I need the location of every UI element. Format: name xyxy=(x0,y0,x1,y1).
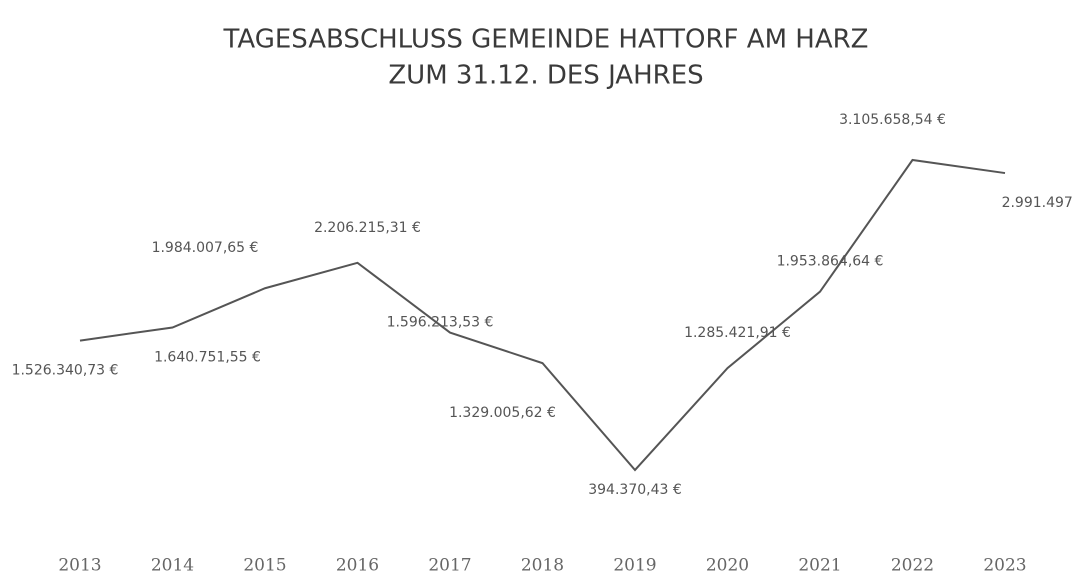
data-label: 1.285.421,91 € xyxy=(684,325,791,341)
data-label: 2.206.215,31 € xyxy=(314,220,421,236)
data-label: 3.105.658,54 € xyxy=(839,112,946,128)
data-label: 1.596.213,53 € xyxy=(387,315,494,331)
data-label: 1.329.005,62 € xyxy=(449,405,556,421)
chart-title: TAGESABSCHLUSS GEMEINDE HATTORF AM HARZ xyxy=(223,25,869,55)
x-tick-label: 2017 xyxy=(428,556,471,576)
data-label: 1.984.007,65 € xyxy=(152,240,259,256)
chart-subtitle: ZUM 31.12. DES JAHRES xyxy=(388,61,703,91)
data-line xyxy=(79,158,1006,472)
data-label: 1.953.864,64 € xyxy=(777,254,884,270)
data-label: 394.370,43 € xyxy=(588,482,682,498)
x-tick-label: 2022 xyxy=(891,556,934,576)
x-tick-label: 2019 xyxy=(613,556,656,576)
x-tick-label: 2018 xyxy=(521,556,564,576)
x-tick-label: 2016 xyxy=(336,556,379,576)
x-tick-label: 2020 xyxy=(706,556,749,576)
x-tick-label: 2015 xyxy=(243,556,286,576)
data-label: 2.991.497,44 € xyxy=(1002,195,1072,211)
x-tick-label: 2021 xyxy=(798,556,841,576)
data-label: 1.640.751,55 € xyxy=(154,349,261,365)
x-tick-label: 2013 xyxy=(58,556,101,576)
x-tick-label: 2014 xyxy=(151,556,194,576)
x-tick-label: 2023 xyxy=(983,556,1026,576)
data-label: 1.526.340,73 € xyxy=(12,363,119,379)
